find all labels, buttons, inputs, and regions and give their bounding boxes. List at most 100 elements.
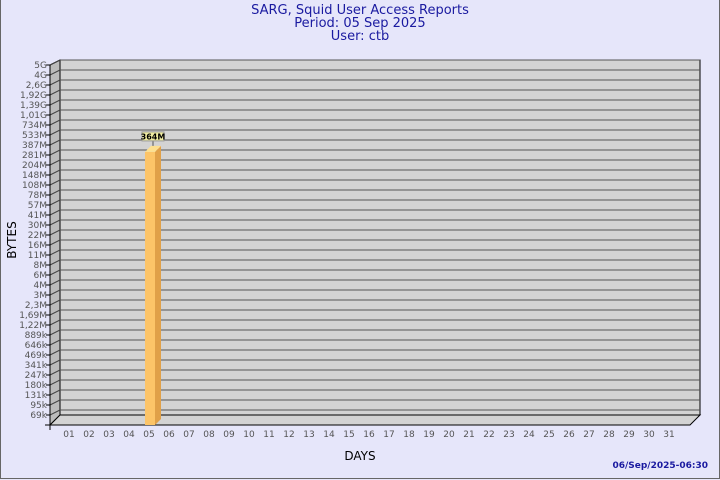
grid-diagonal <box>49 159 61 166</box>
x-tick-label: 07 <box>183 430 194 440</box>
x-tick-label: 23 <box>503 430 514 440</box>
grid-diagonal <box>49 169 61 176</box>
y-tick-label: 1,92G <box>20 91 47 101</box>
grid-diagonal <box>49 329 61 336</box>
x-tick-label: 16 <box>363 430 375 440</box>
x-tick-label: 29 <box>623 430 635 440</box>
grid-diagonal <box>49 289 61 296</box>
bar-top <box>145 145 161 152</box>
grid-diagonal <box>49 149 61 156</box>
x-axis-label: DAYS <box>344 449 375 463</box>
grid-diagonal <box>49 409 61 416</box>
grid-diagonal <box>49 279 61 286</box>
data-label: 364M <box>141 132 166 141</box>
generated-timestamp: 06/Sep/2025-06:30 <box>612 461 708 471</box>
y-tick-label: 1,22M <box>19 321 47 331</box>
grid-diagonal <box>49 99 61 106</box>
y-tick-label: 78M <box>28 191 47 201</box>
chart-title: SARG, Squid User Access Reports <box>251 3 469 18</box>
grid-diagonal <box>49 189 61 196</box>
x-tick-label: 15 <box>343 430 354 440</box>
grid-diagonal <box>49 369 61 376</box>
grid-diagonal <box>49 269 61 276</box>
grid-diagonal <box>49 219 61 226</box>
x-tick-label: 01 <box>63 430 74 440</box>
grid-diagonal <box>49 109 61 116</box>
grid-diagonal <box>49 229 61 236</box>
y-tick-label: 247k <box>25 371 48 381</box>
y-tick-label: 281M <box>22 151 47 161</box>
x-tick-label: 25 <box>543 430 554 440</box>
y-tick-label: 533M <box>22 131 47 141</box>
y-tick-label: 11M <box>28 251 47 261</box>
y-tick-label: 3M <box>34 291 48 301</box>
x-tick-label: 05 <box>143 430 154 440</box>
x-tick-label: 19 <box>423 430 435 440</box>
y-tick-label: 108M <box>22 181 47 191</box>
x-tick-label: 02 <box>83 430 94 440</box>
grid-diagonal <box>49 69 61 76</box>
grid-diagonal <box>49 79 61 86</box>
bar-side <box>155 145 161 425</box>
grid-diagonal <box>49 129 61 136</box>
x-tick-label: 11 <box>263 430 274 440</box>
grid-diagonal <box>49 209 61 216</box>
y-tick-label: 6M <box>34 271 48 281</box>
y-axis-label: BYTES <box>5 221 19 258</box>
grid-diagonal <box>49 299 61 306</box>
y-tick-label: 1,01G <box>20 111 47 121</box>
chart-user: User: ctb <box>330 29 390 44</box>
grid-diagonal <box>49 239 61 246</box>
y-tick-label: 387M <box>22 141 47 151</box>
grid-diagonal <box>49 259 61 266</box>
x-tick-label: 26 <box>563 430 575 440</box>
x-tick-label: 28 <box>603 430 615 440</box>
grid-diagonal <box>49 139 61 146</box>
grid-diagonal <box>49 309 61 316</box>
grid-diagonal <box>49 89 61 96</box>
bar-front <box>145 151 155 425</box>
x-tick-label: 12 <box>283 430 294 440</box>
y-tick-label: 1,39G <box>20 101 47 111</box>
grid-diagonal <box>49 179 61 186</box>
grid-diagonal <box>49 199 61 206</box>
grid-diagonal <box>49 59 61 66</box>
grid-diagonal <box>49 399 61 406</box>
grid-diagonal <box>49 379 61 386</box>
y-tick-label: 889k <box>25 331 48 341</box>
grid-diagonal <box>49 359 61 366</box>
y-tick-label: 4G <box>34 71 47 81</box>
y-tick-label: 734M <box>22 121 47 131</box>
grid-diagonal <box>49 389 61 396</box>
data-label-box <box>141 131 165 142</box>
grid-diagonal <box>49 349 61 356</box>
x-tick-label: 10 <box>243 430 255 440</box>
x-tick-label: 04 <box>123 430 135 440</box>
x-tick-label: 18 <box>403 430 415 440</box>
x-tick-label: 09 <box>223 430 235 440</box>
chart-period: Period: 05 Sep 2025 <box>294 16 426 31</box>
grid-diagonal <box>49 319 61 326</box>
x-tick-label: 31 <box>663 430 674 440</box>
y-tick-label: 95k <box>30 401 47 411</box>
y-tick-label: 8M <box>34 261 48 271</box>
y-tick-label: 1,69M <box>19 311 47 321</box>
x-tick-label: 27 <box>583 430 594 440</box>
x-tick-label: 13 <box>303 430 314 440</box>
x-tick-label: 17 <box>383 430 394 440</box>
y-tick-label: 469k <box>25 351 48 361</box>
grid-diagonal <box>49 119 61 126</box>
y-tick-label: 2,6G <box>26 81 47 91</box>
y-tick-label: 180k <box>25 381 48 391</box>
x-tick-label: 08 <box>203 430 215 440</box>
y-tick-label: 22M <box>28 231 47 241</box>
x-tick-label: 21 <box>463 430 474 440</box>
y-tick-label: 341k <box>25 361 48 371</box>
y-tick-label: 69k <box>30 411 47 421</box>
x-tick-label: 03 <box>103 430 114 440</box>
y-tick-label: 2,3M <box>25 301 47 311</box>
grid-diagonal <box>49 339 61 346</box>
y-tick-label: 5G <box>34 61 47 71</box>
x-tick-label: 20 <box>443 430 455 440</box>
